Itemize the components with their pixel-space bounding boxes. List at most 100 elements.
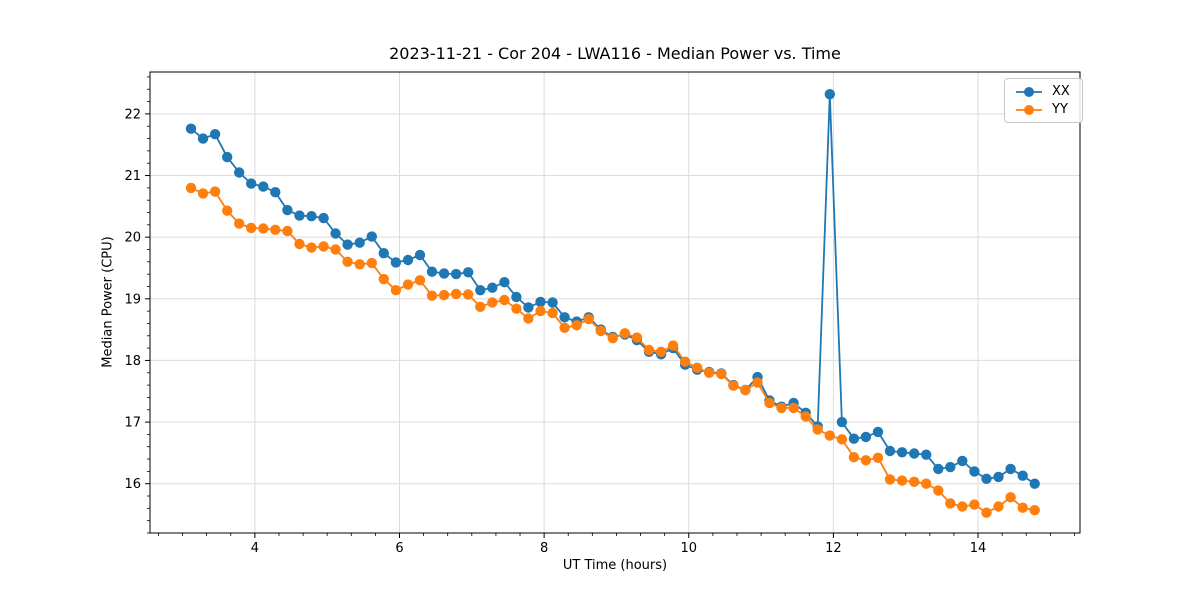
data-point-xx <box>909 448 920 459</box>
y-tick-label: 22 <box>124 107 141 122</box>
data-point-xx <box>523 302 534 313</box>
data-point-xx <box>547 297 558 308</box>
data-point-yy <box>933 485 944 496</box>
data-point-yy <box>366 257 377 269</box>
data-point-xx <box>354 237 365 248</box>
data-point-xx <box>258 181 269 192</box>
data-point-yy <box>426 290 438 301</box>
data-point-yy <box>752 377 763 388</box>
legend-swatch-yy-icon <box>1016 104 1042 115</box>
data-point-yy <box>812 424 823 435</box>
data-point-yy <box>716 368 727 380</box>
data-point-yy <box>583 313 594 325</box>
data-point-xx <box>426 266 438 277</box>
data-point-xx <box>463 267 474 278</box>
y-tick-label: 21 <box>124 169 141 184</box>
data-point-xx <box>306 211 317 222</box>
data-point-yy <box>619 328 631 339</box>
data-point-xx <box>993 471 1004 483</box>
y-tick-label: 18 <box>124 354 141 369</box>
data-point-xx <box>270 187 281 198</box>
data-point-yy <box>258 223 269 234</box>
data-point-yy <box>234 218 245 229</box>
data-point-xx <box>1005 463 1016 475</box>
y-tick-label: 19 <box>124 292 141 307</box>
x-tick-label: 12 <box>825 541 842 556</box>
data-point-xx <box>848 433 860 444</box>
data-point-xx <box>366 231 377 242</box>
data-point-yy <box>728 380 739 391</box>
data-point-xx <box>559 312 570 323</box>
data-point-xx <box>1029 478 1040 489</box>
data-point-yy <box>1029 505 1040 516</box>
x-tick-label: 10 <box>680 541 697 556</box>
data-point-yy <box>342 256 353 267</box>
data-point-yy <box>800 411 811 422</box>
data-point-xx <box>475 285 486 296</box>
data-point-yy <box>655 346 667 357</box>
data-point-yy <box>692 362 703 373</box>
data-point-yy <box>547 307 558 319</box>
y-tick-label: 20 <box>124 231 141 246</box>
data-point-xx <box>402 254 414 266</box>
data-point-xx <box>511 291 522 303</box>
tick-labels: 4 6 8 10 12 14 16 17 18 19 20 21 22 <box>124 107 986 556</box>
data-point-xx <box>487 282 498 293</box>
data-point-yy <box>197 188 209 199</box>
data-point-xx <box>318 212 329 224</box>
data-point-yy <box>776 402 787 414</box>
data-point-yy <box>450 288 462 300</box>
data-point-yy <box>981 507 992 518</box>
legend-item-xx: XX <box>1014 84 1070 99</box>
data-point-xx <box>969 466 980 477</box>
data-point-yy <box>487 297 498 308</box>
data-point-yy <box>836 434 848 445</box>
gridlines <box>150 72 1080 533</box>
data-point-yy <box>270 224 281 235</box>
legend-item-yy: YY <box>1014 102 1070 117</box>
data-point-xx <box>378 248 389 259</box>
data-point-xx <box>945 461 956 473</box>
data-point-xx <box>294 210 305 221</box>
data-point-yy <box>993 501 1004 512</box>
data-point-yy <box>909 476 920 487</box>
data-point-yy <box>222 205 233 216</box>
data-point-yy <box>848 452 860 463</box>
data-point-xx <box>499 277 510 288</box>
y-axis-label: Median Power (CPU) <box>100 236 116 368</box>
data-point-yy <box>185 182 197 194</box>
chart-title: 2023-11-21 - Cor 204 - LWA116 - Median P… <box>389 44 841 63</box>
series-line-xx <box>190 93 1036 485</box>
data-point-xx <box>836 416 848 428</box>
data-point-yy <box>318 241 329 252</box>
axes-spines <box>149 71 1081 534</box>
data-point-yy <box>523 313 534 324</box>
data-point-yy <box>607 333 618 344</box>
data-point-yy <box>896 475 908 486</box>
data-point-yy <box>306 242 317 253</box>
data-point-yy <box>1017 502 1028 513</box>
data-point-yy <box>884 474 896 485</box>
series-yy <box>185 182 1040 518</box>
data-point-yy <box>679 356 691 367</box>
data-point-xx <box>884 445 896 457</box>
data-point-yy <box>957 501 968 512</box>
data-point-yy <box>559 322 570 333</box>
ticks <box>145 76 1075 538</box>
data-point-xx <box>535 296 546 308</box>
data-point-xx <box>330 228 341 239</box>
data-point-yy <box>354 259 365 270</box>
data-point-yy <box>390 285 402 296</box>
x-tick-label: 8 <box>540 541 548 556</box>
data-point-yy <box>631 332 643 343</box>
data-point-yy <box>330 244 341 255</box>
x-tick-label: 6 <box>395 541 403 556</box>
data-point-xx <box>1017 470 1028 481</box>
data-point-yy <box>595 325 606 337</box>
data-point-xx <box>282 204 293 216</box>
y-tick-label: 17 <box>124 416 141 431</box>
data-point-yy <box>643 344 655 356</box>
data-point-yy <box>438 289 450 301</box>
data-point-xx <box>246 178 257 189</box>
data-point-xx <box>450 268 462 280</box>
